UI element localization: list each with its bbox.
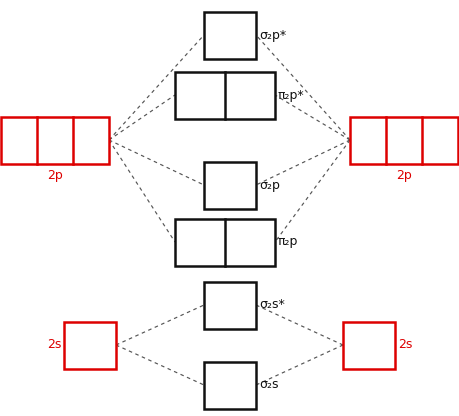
Bar — [204, 12, 256, 59]
Bar — [204, 282, 256, 329]
Text: 2p: 2p — [396, 168, 412, 181]
Bar — [175, 218, 275, 265]
Text: 2s: 2s — [398, 339, 412, 352]
Bar — [204, 362, 256, 409]
Text: σ₂p*: σ₂p* — [259, 29, 286, 42]
Text: π₂p*: π₂p* — [278, 89, 305, 102]
Text: 2p: 2p — [47, 168, 63, 181]
Bar — [350, 116, 458, 163]
Bar — [1, 116, 109, 163]
Text: π₂p: π₂p — [278, 235, 298, 248]
Text: 2s: 2s — [47, 339, 61, 352]
Bar — [175, 72, 275, 119]
Text: σ₂s: σ₂s — [259, 379, 279, 391]
Bar — [343, 322, 395, 369]
Text: σ₂s*: σ₂s* — [259, 299, 285, 312]
Text: σ₂p: σ₂p — [259, 178, 280, 191]
Bar — [64, 322, 116, 369]
Bar — [204, 161, 256, 208]
